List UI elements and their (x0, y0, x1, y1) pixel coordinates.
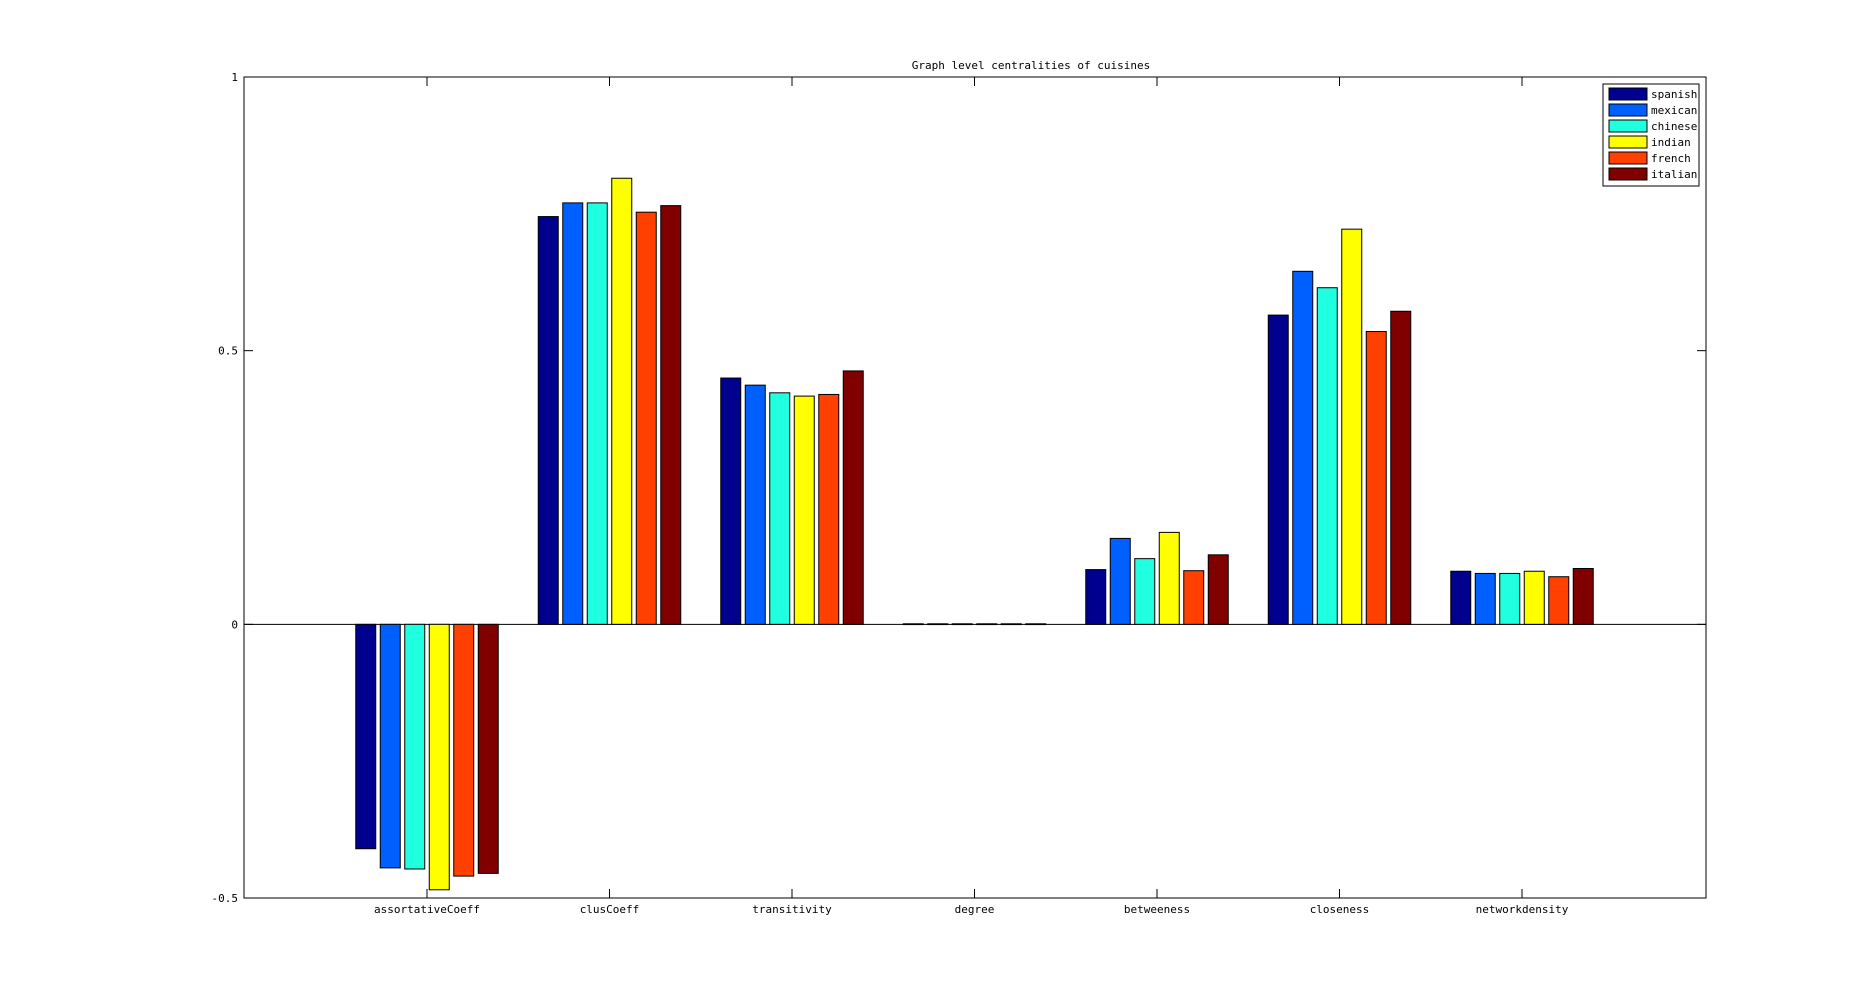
bar-italian-transitivity (842, 370, 864, 625)
legend-swatch-french (1608, 151, 1648, 165)
legend-swatch-spanish (1608, 87, 1648, 101)
bar-spanish-degree (902, 623, 924, 626)
y-tick-label: 0.5 (218, 345, 238, 358)
x-tick-label: clusCoeff (580, 903, 640, 916)
bar-spanish-assortativeCoeff (355, 623, 377, 850)
bar-chinese-betweeness (1134, 558, 1156, 625)
bar-indian-degree (976, 623, 998, 626)
bar-chinese-clusCoeff (586, 202, 608, 625)
legend-label-indian: indian (1651, 136, 1691, 149)
x-tick-label: networkdensity (1476, 903, 1569, 916)
legend-label-french: french (1651, 152, 1691, 165)
bar-italian-closeness (1390, 310, 1412, 625)
bar-indian-networkdensity (1523, 570, 1545, 625)
bar-mexican-networkdensity (1474, 572, 1496, 625)
bar-chinese-closeness (1316, 287, 1338, 625)
bar-mexican-clusCoeff (562, 202, 584, 625)
legend-swatch-indian (1608, 135, 1648, 149)
legend-swatch-mexican (1608, 103, 1648, 117)
legend-swatch-italian (1608, 167, 1648, 181)
x-tick-label: closeness (1310, 903, 1370, 916)
bar-chinese-assortativeCoeff (404, 623, 426, 870)
bar-french-transitivity (818, 393, 840, 625)
bar-indian-clusCoeff (611, 177, 633, 625)
bar-french-assortativeCoeff (453, 623, 475, 877)
legend: spanish mexican chinese indian french italian (1602, 83, 1700, 187)
bars-group (355, 177, 1594, 891)
bar-spanish-closeness (1267, 314, 1289, 625)
bar-italian-networkdensity (1572, 568, 1594, 625)
bar-chinese-networkdensity (1499, 572, 1521, 625)
chart-title: Graph level centralities of cuisines (912, 59, 1150, 72)
bar-mexican-closeness (1292, 270, 1314, 625)
bar-chinese-degree (951, 623, 973, 626)
bar-italian-clusCoeff (660, 205, 682, 625)
legend-label-spanish: spanish (1651, 88, 1697, 101)
bar-italian-degree (1025, 623, 1047, 626)
bar-chinese-transitivity (769, 392, 791, 625)
bar-mexican-degree (927, 623, 949, 626)
bar-french-networkdensity (1548, 576, 1570, 625)
bar-indian-transitivity (793, 395, 815, 625)
legend-swatch-chinese (1608, 119, 1648, 133)
y-tick-label: -0.5 (212, 892, 239, 905)
legend-label-mexican: mexican (1651, 104, 1697, 117)
bar-mexican-assortativeCoeff (379, 623, 401, 869)
x-tick-label: assortativeCoeff (374, 903, 480, 916)
bar-french-degree (1000, 623, 1022, 626)
bar-italian-betweeness (1207, 554, 1229, 625)
y-tick-label: 0 (231, 618, 238, 631)
bar-spanish-clusCoeff (537, 216, 559, 625)
x-tick-label: transitivity (752, 903, 832, 916)
bar-spanish-networkdensity (1450, 570, 1472, 625)
bar-italian-assortativeCoeff (477, 623, 499, 874)
legend-label-italian: italian (1651, 168, 1697, 181)
bar-french-clusCoeff (635, 211, 657, 625)
bar-indian-betweeness (1158, 531, 1180, 625)
bar-spanish-transitivity (720, 377, 742, 625)
x-tick-label: degree (955, 903, 995, 916)
y-tick-label: 1 (231, 71, 238, 84)
bar-indian-closeness (1341, 228, 1363, 625)
bar-spanish-betweeness (1085, 569, 1107, 625)
bar-indian-assortativeCoeff (428, 623, 450, 891)
x-tick-label: betweeness (1124, 903, 1190, 916)
bar-french-betweeness (1183, 570, 1205, 625)
legend-label-chinese: chinese (1651, 120, 1697, 133)
bar-mexican-betweeness (1109, 537, 1131, 625)
x-axis: assortativeCoeff clusCoeff transitivity deg… (374, 77, 1569, 916)
bar-french-closeness (1365, 331, 1387, 625)
bar-mexican-transitivity (744, 384, 766, 625)
